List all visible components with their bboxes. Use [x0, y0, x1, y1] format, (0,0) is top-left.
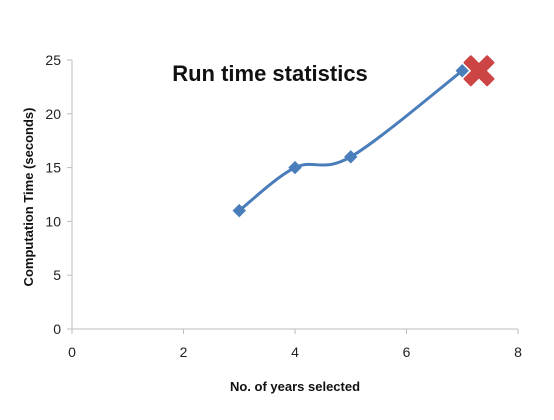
chart-title: Run time statistics: [172, 61, 368, 86]
y-tick-label: 0: [53, 321, 61, 337]
y-tick-label: 20: [45, 106, 61, 122]
series-line: [237, 69, 464, 213]
data-point: [344, 150, 358, 164]
series: [232, 64, 469, 218]
cross-marker-bar: [463, 55, 495, 87]
cross-marker: [463, 55, 495, 87]
data-point: [232, 203, 246, 218]
y-axis-title: Computation Time (seconds): [21, 108, 36, 287]
x-tick-labels: 0 2 4 6 8: [68, 329, 522, 360]
x-tick-label: 6: [403, 344, 411, 360]
x-tick-label: 0: [68, 344, 76, 360]
y-tick-label: 10: [45, 213, 61, 229]
x-tick-label: 4: [291, 344, 299, 360]
x-tick-label: 2: [180, 344, 188, 360]
data-point: [455, 64, 469, 78]
y-tick-labels: 0 5 10 15 20 25: [45, 52, 72, 337]
data-point: [288, 160, 302, 175]
y-tick-label: 25: [45, 52, 61, 68]
x-axis-title: No. of years selected: [230, 379, 360, 394]
y-tick-label: 5: [53, 267, 61, 283]
axes: [71, 60, 518, 330]
x-tick-label: 8: [514, 344, 522, 360]
annotations: [463, 55, 495, 87]
y-tick-label: 15: [45, 160, 61, 176]
